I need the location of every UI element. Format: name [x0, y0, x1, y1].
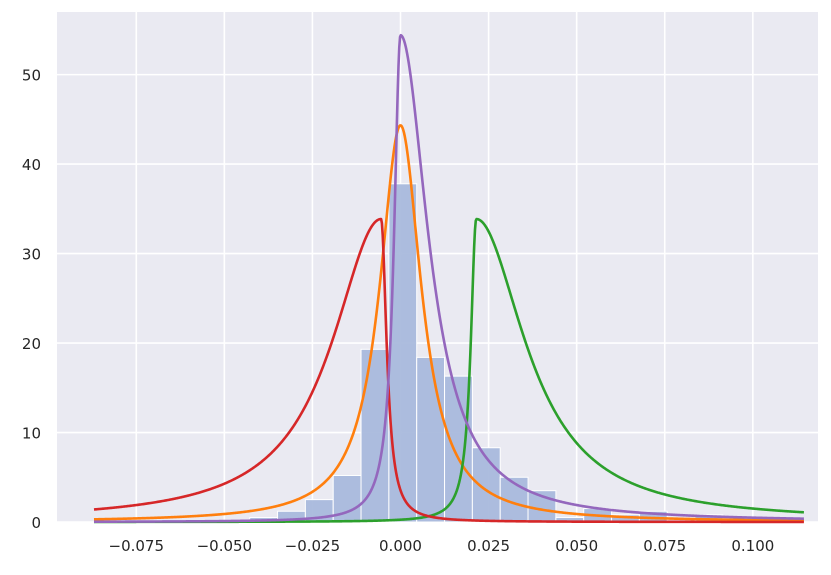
- x-tick-label: 0.050: [555, 537, 598, 555]
- x-tick-label: −0.025: [285, 537, 341, 555]
- x-tick-label: 0.100: [731, 537, 774, 555]
- density-curve-4: [93, 33, 805, 523]
- histogram-bar: [471, 447, 501, 523]
- density-curve-1: [93, 124, 805, 522]
- density-curves: [93, 33, 805, 524]
- x-tick-label: 0.000: [379, 537, 422, 555]
- density-curve-3: [93, 217, 805, 524]
- y-tick-label: 30: [22, 246, 41, 264]
- x-tick-label: −0.050: [197, 537, 253, 555]
- y-tick-label: 40: [22, 156, 41, 174]
- y-tick-label: 20: [22, 335, 41, 353]
- x-tick-label: 0.075: [643, 537, 686, 555]
- y-tick-label: 10: [22, 425, 41, 443]
- x-tick-label: −0.075: [109, 537, 165, 555]
- y-tick-label: 0: [31, 514, 41, 532]
- x-axis-ticks: −0.075 −0.050 −0.025 0.000 0.025 0.050 0.075 0.…: [109, 537, 775, 555]
- y-axis-ticks: 0 10 20 30 40 50: [22, 67, 41, 532]
- histogram-bar: [416, 356, 446, 523]
- x-tick-label: 0.025: [467, 537, 510, 555]
- y-tick-label: 50: [22, 67, 41, 85]
